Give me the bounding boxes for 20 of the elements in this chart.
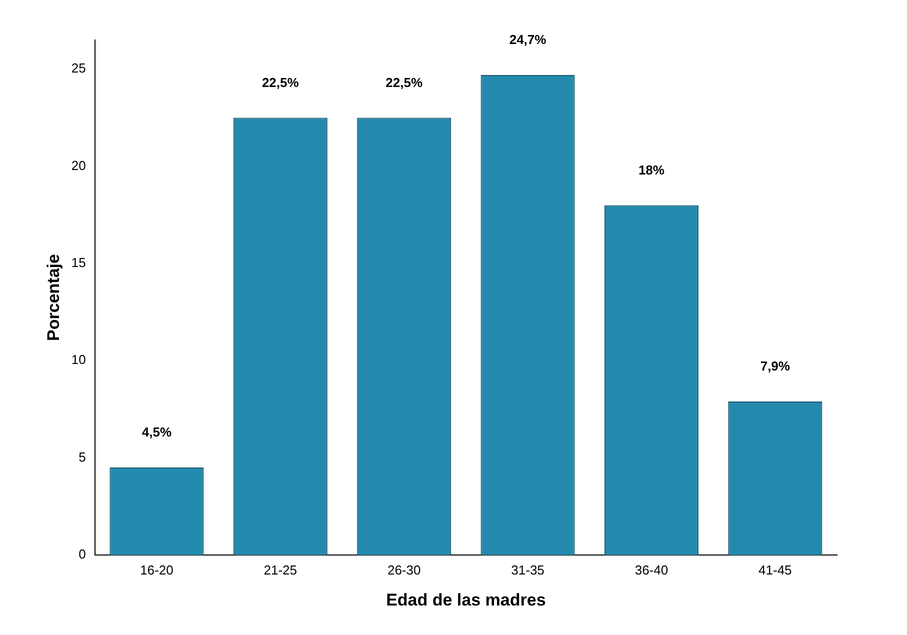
data-label: 22,5% [386,74,423,90]
x-tick-label: 36-40 [634,562,668,578]
x-tick-label: 41-45 [758,562,792,578]
data-label: 22,5% [262,74,300,90]
y-tick-label: 25 [71,60,86,76]
y-tick-label: 20 [71,158,86,173]
x-axis-title: Edad de las madres [386,590,546,610]
x-tick-label: 21-25 [264,562,298,578]
data-label: 4,5% [142,424,172,440]
y-tick-label: 15 [71,255,86,270]
x-tick-label: 26-30 [387,562,421,578]
y-tick-label: 10 [71,352,86,368]
y-tick-label: 5 [78,449,86,464]
x-tick-label: 16-20 [140,562,174,578]
y-axis-title: Porcentaje [44,254,63,341]
y-tick-label: 0 [78,546,86,562]
data-label: 18% [638,162,665,178]
x-tick-label: 31-35 [511,562,544,578]
data-label: 7,9% [760,358,790,374]
data-label: 24,7% [509,32,547,48]
